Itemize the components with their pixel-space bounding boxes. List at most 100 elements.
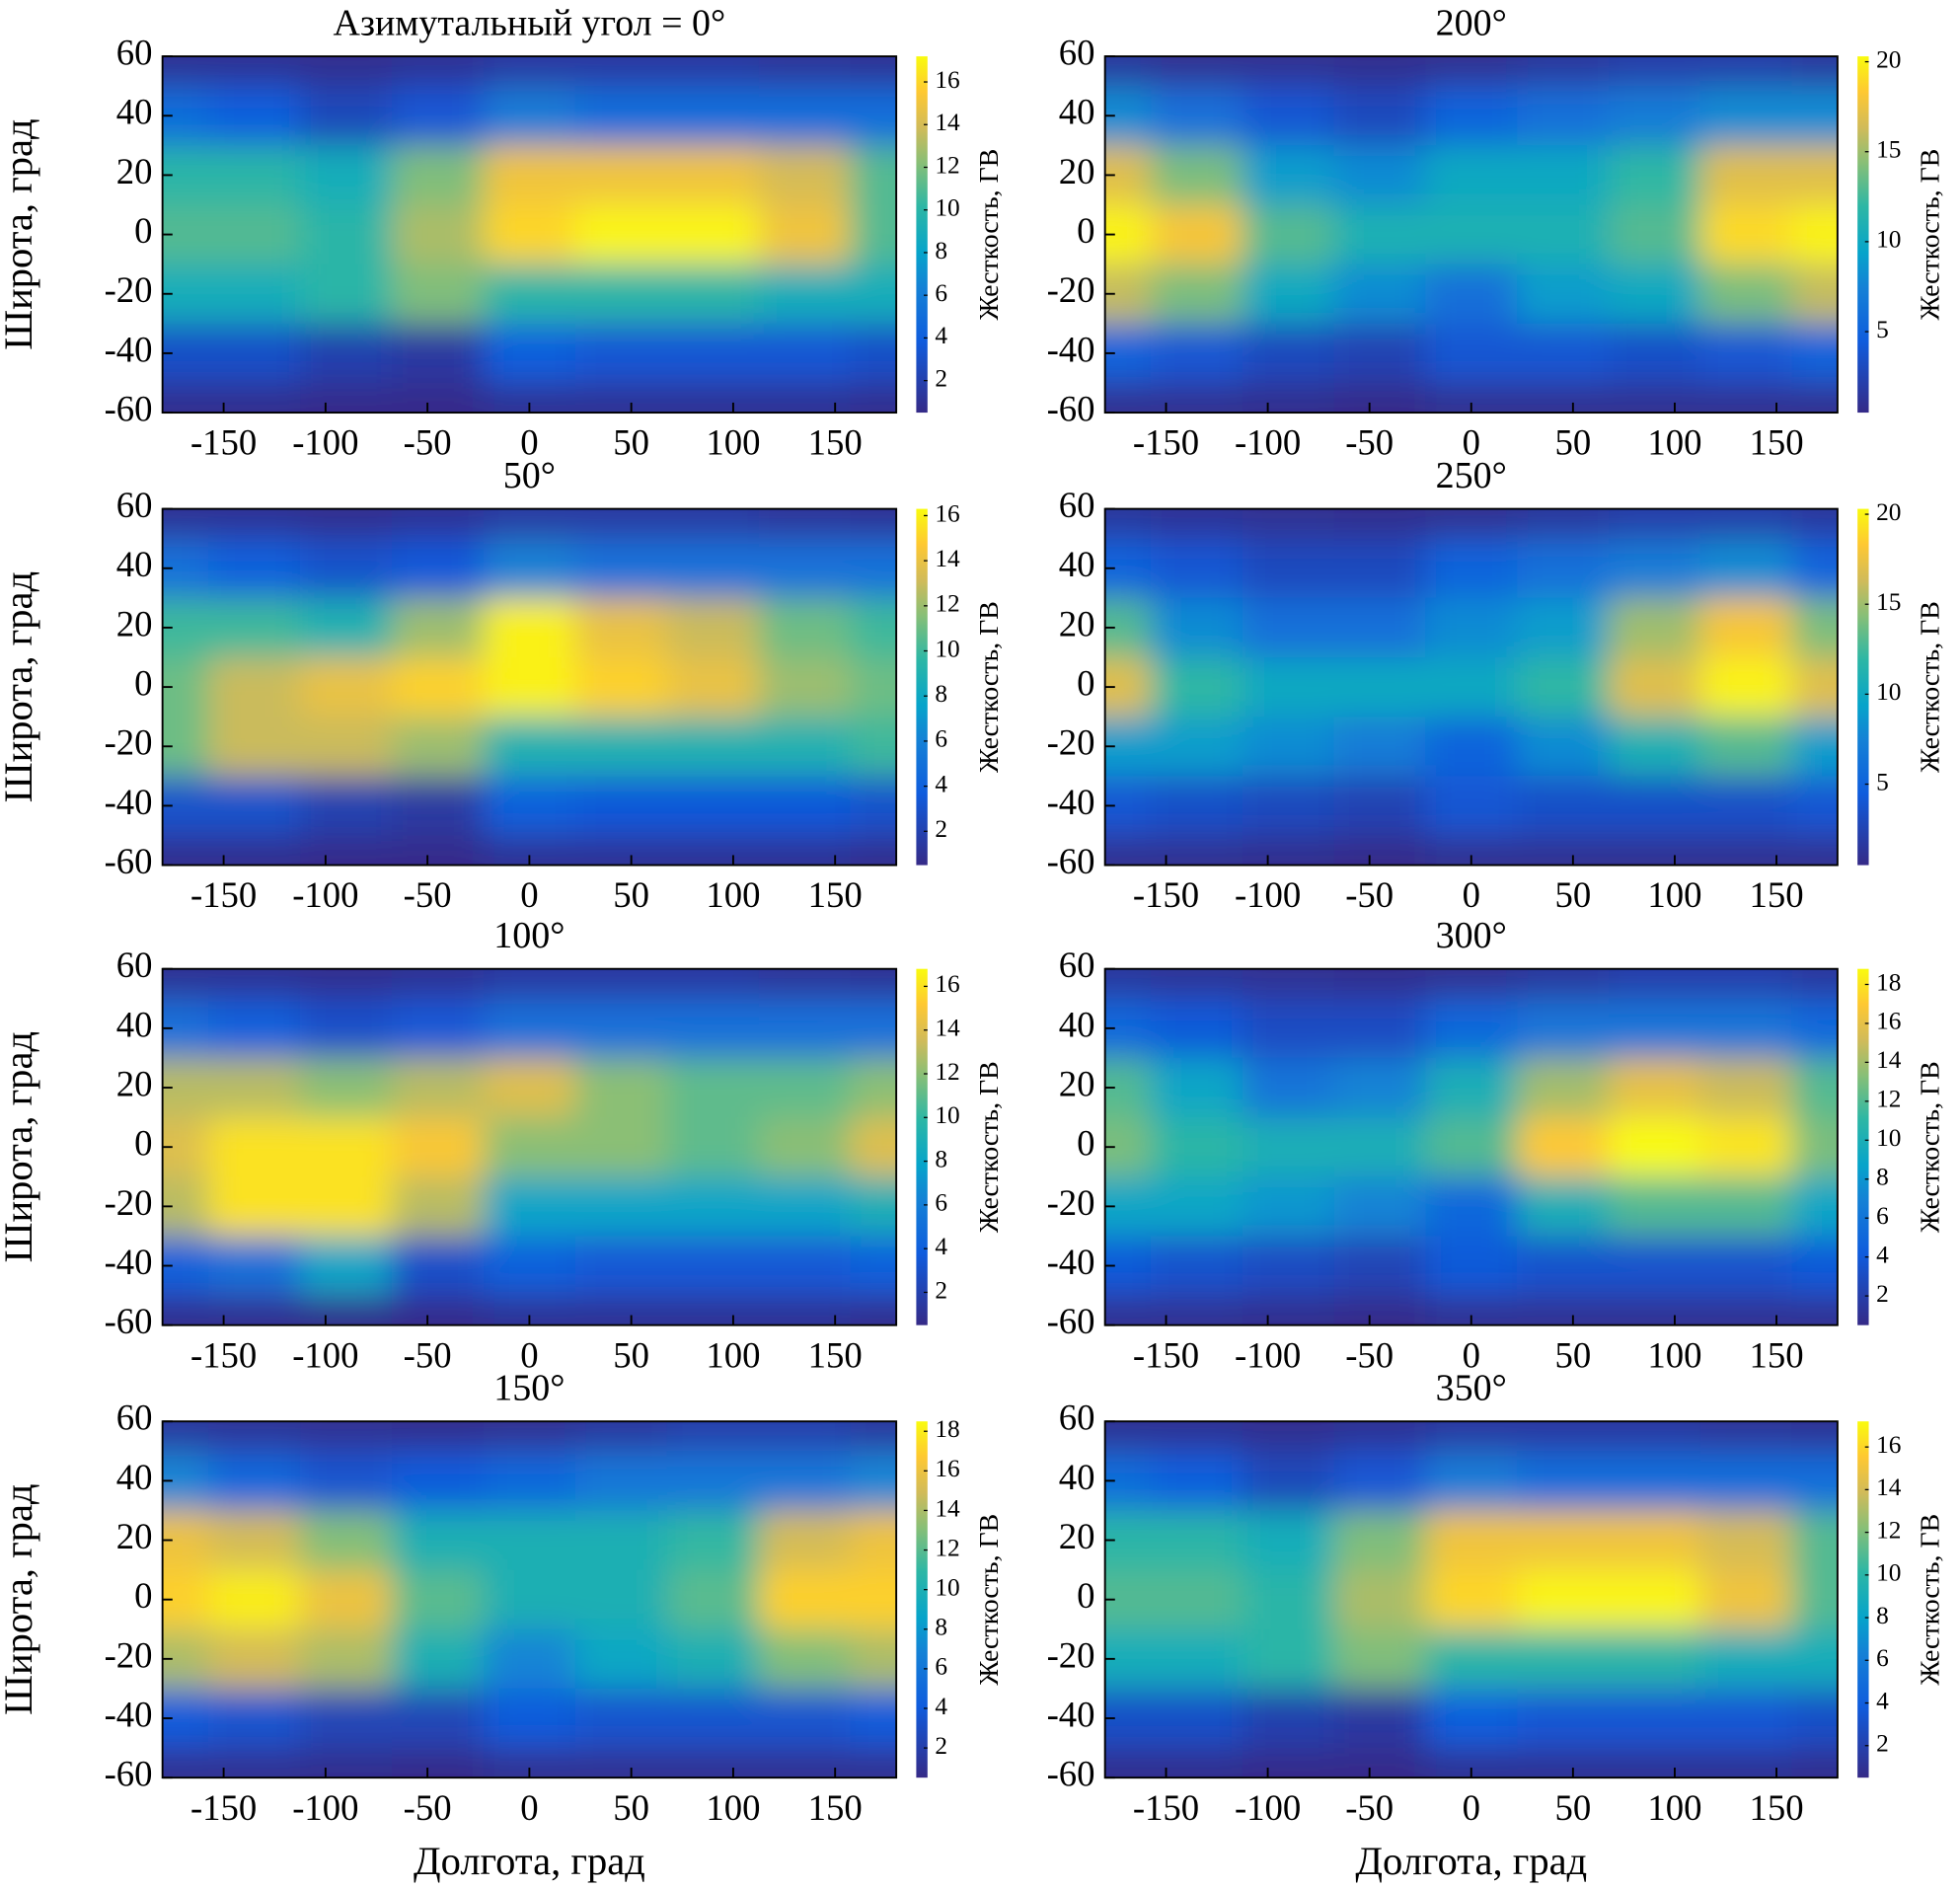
- heatmap-cell: [300, 835, 393, 866]
- heatmap-cell: [1333, 998, 1427, 1059]
- colorbar-tick-label: 16: [935, 1455, 959, 1482]
- heatmap-cell: [483, 968, 576, 1000]
- heatmap-cells: [162, 1421, 897, 1778]
- heatmap-cell: [1151, 1057, 1244, 1118]
- y-tick-label: -20: [1047, 269, 1095, 310]
- x-tick-label: -50: [404, 1787, 452, 1828]
- heatmap-cells: [1104, 968, 1838, 1325]
- heatmap-cell: [1608, 1748, 1701, 1778]
- heatmap-cell: [1608, 1688, 1701, 1749]
- heatmap-cell: [1791, 1176, 1838, 1238]
- heatmap-cell: [1425, 1688, 1518, 1749]
- heatmap-cell: [1517, 1176, 1610, 1238]
- heatmap-cell: [391, 998, 485, 1059]
- x-tick-label: -50: [404, 422, 452, 463]
- colorbar-tick-label: 6: [935, 1653, 947, 1681]
- heatmap-cell: [1517, 1628, 1610, 1690]
- heatmap-cell: [162, 56, 209, 87]
- x-tick-label: -100: [1235, 422, 1301, 463]
- heatmap-cell: [391, 1421, 485, 1452]
- heatmap-cell: [1104, 1295, 1152, 1325]
- colorbar-tick-label: 15: [1876, 136, 1901, 164]
- heatmap-cell: [483, 1236, 576, 1297]
- heatmap-cell: [1608, 1451, 1701, 1512]
- heatmap-cell: [1699, 538, 1793, 599]
- heatmap-cell: [666, 1451, 760, 1512]
- heatmap-cell: [1242, 1176, 1335, 1238]
- heatmap-cell: [850, 1421, 897, 1452]
- heatmap-cell: [1333, 538, 1427, 599]
- heatmap-cell: [758, 1569, 852, 1630]
- heatmap-cell: [300, 597, 393, 658]
- y-tick-label: 0: [134, 1123, 152, 1164]
- heatmap-cell: [850, 145, 897, 206]
- heatmap-cell: [850, 1176, 897, 1238]
- heatmap-cell: [1791, 597, 1838, 658]
- y-tick-label: -40: [1047, 782, 1095, 822]
- heatmap-cell: [208, 998, 301, 1059]
- x-tick-label: -50: [404, 874, 452, 915]
- heatmap-cell: [300, 1688, 393, 1749]
- heatmap-cell: [1333, 1748, 1427, 1778]
- y-tick-label: -40: [105, 329, 153, 369]
- y-tick-label: 20: [1059, 603, 1095, 643]
- y-tick-label: 60: [116, 485, 153, 525]
- heatmap-cell: [300, 717, 393, 777]
- heatmap-cell: [208, 1421, 301, 1452]
- heatmap-cell: [1151, 717, 1244, 777]
- heatmap-cell: [1699, 776, 1793, 837]
- heatmap-cell: [300, 1057, 393, 1118]
- heatmap-cell: [1425, 86, 1518, 146]
- heatmap-cell: [1517, 998, 1610, 1059]
- heatmap-cell: [1333, 776, 1427, 837]
- heatmap-cell: [483, 264, 576, 325]
- heatmap-cell: [1425, 56, 1518, 87]
- y-tick-label: 40: [1059, 92, 1095, 132]
- heatmap-cell: [208, 1451, 301, 1512]
- heatmap-cell: [1699, 1451, 1793, 1512]
- colorbar-tick-label: 14: [935, 109, 960, 136]
- heatmap-cell: [574, 1236, 668, 1297]
- heatmap-cell: [483, 1510, 576, 1571]
- heatmap-cell: [758, 86, 852, 146]
- heatmap-cell: [1517, 1117, 1610, 1177]
- heatmap-cell: [483, 508, 576, 540]
- heatmap-cell: [1517, 968, 1610, 1000]
- colorbar-tick-label: 6: [1876, 1202, 1889, 1230]
- y-tick-label: 20: [116, 1516, 153, 1556]
- heatmap-cell: [483, 1421, 576, 1452]
- heatmap-cell: [483, 86, 576, 146]
- heatmap-cell: [1791, 86, 1838, 146]
- heatmap-cell: [574, 1117, 668, 1177]
- y-tick-label: -60: [1047, 1754, 1095, 1794]
- heatmap-cell: [1333, 1451, 1427, 1512]
- x-tick-label: 0: [1463, 874, 1480, 915]
- heatmap-cell: [1425, 1421, 1518, 1452]
- heatmap-cell: [758, 1176, 852, 1238]
- x-tick-label: -150: [1133, 422, 1199, 463]
- heatmap-cell: [1425, 1510, 1518, 1571]
- heatmap-cell: [1242, 86, 1335, 146]
- y-tick-label: 60: [1059, 33, 1095, 73]
- heatmap-cell: [758, 1510, 852, 1571]
- heatmap-cell: [666, 1688, 760, 1749]
- panel-title: 50°: [503, 455, 556, 496]
- y-tick-label: -20: [105, 1182, 153, 1223]
- heatmap-cell: [1425, 538, 1518, 599]
- y-tick-label: 0: [1077, 663, 1094, 704]
- x-tick-label: 150: [808, 1787, 863, 1828]
- heatmap-cell: [1151, 1451, 1244, 1512]
- heatmap-cell: [1242, 56, 1335, 87]
- colorbar-tick-label: 10: [935, 1573, 959, 1601]
- heatmap-cell: [1608, 835, 1701, 866]
- heatmap-cell: [1791, 1451, 1838, 1512]
- heatmap-cell: [574, 508, 668, 540]
- heatmap-cell: [1699, 1569, 1793, 1630]
- heatmap-cell: [300, 1421, 393, 1452]
- heatmap-cell: [391, 776, 485, 837]
- x-tick-label: -150: [190, 1334, 257, 1375]
- panel: -150 -100 -50 0 50 100 150 -60 -40 -20 0 20 40 60 100°…: [0, 915, 1005, 1375]
- colorbar-tick-label: 2: [1876, 1280, 1889, 1308]
- heatmap-cell: [1333, 1236, 1427, 1297]
- heatmap-cell: [574, 86, 668, 146]
